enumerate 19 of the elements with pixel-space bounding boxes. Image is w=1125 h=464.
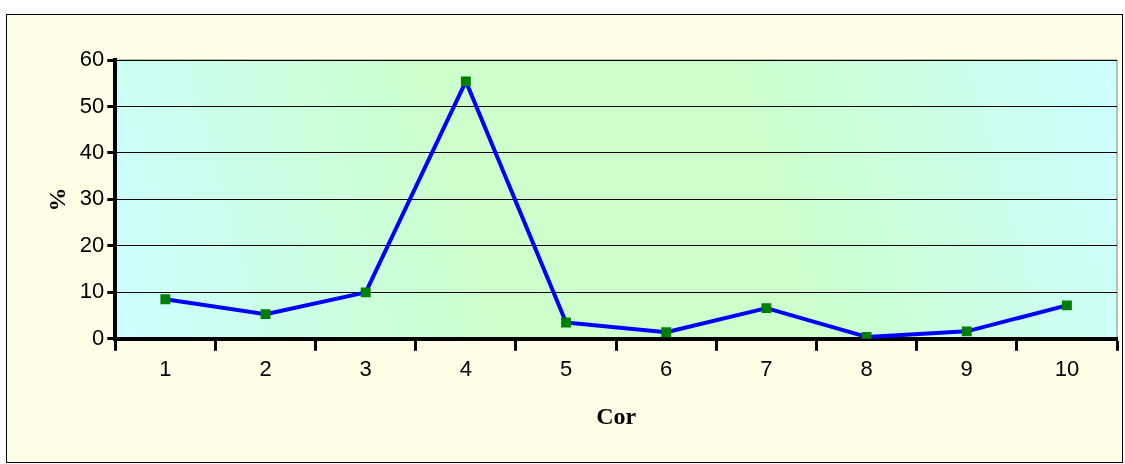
x-axis-title: Cor	[596, 402, 637, 429]
x-tick-label: 3	[359, 356, 372, 382]
y-axis-title: %	[43, 187, 70, 212]
x-tick-label: 2	[259, 356, 272, 382]
x-tick-label: 7	[760, 356, 773, 382]
x-tick-label: 5	[559, 356, 573, 382]
x-tick-label: 8	[860, 356, 873, 382]
y-tick-label: 0	[92, 324, 105, 350]
y-tick-label: 50	[79, 92, 105, 118]
x-tick-label: 10	[1054, 356, 1080, 382]
y-tick-label: 10	[79, 278, 105, 304]
y-tick-label: 60	[79, 46, 105, 72]
x-tick-label: 1	[159, 356, 172, 382]
x-tick-label: 4	[459, 356, 472, 382]
x-tick-label: 9	[960, 356, 973, 382]
y-tick-label: 20	[79, 231, 105, 257]
y-tick-label: 40	[79, 139, 105, 164]
x-tick-label: 6	[660, 356, 673, 382]
y-tick-label: 30	[79, 185, 105, 211]
